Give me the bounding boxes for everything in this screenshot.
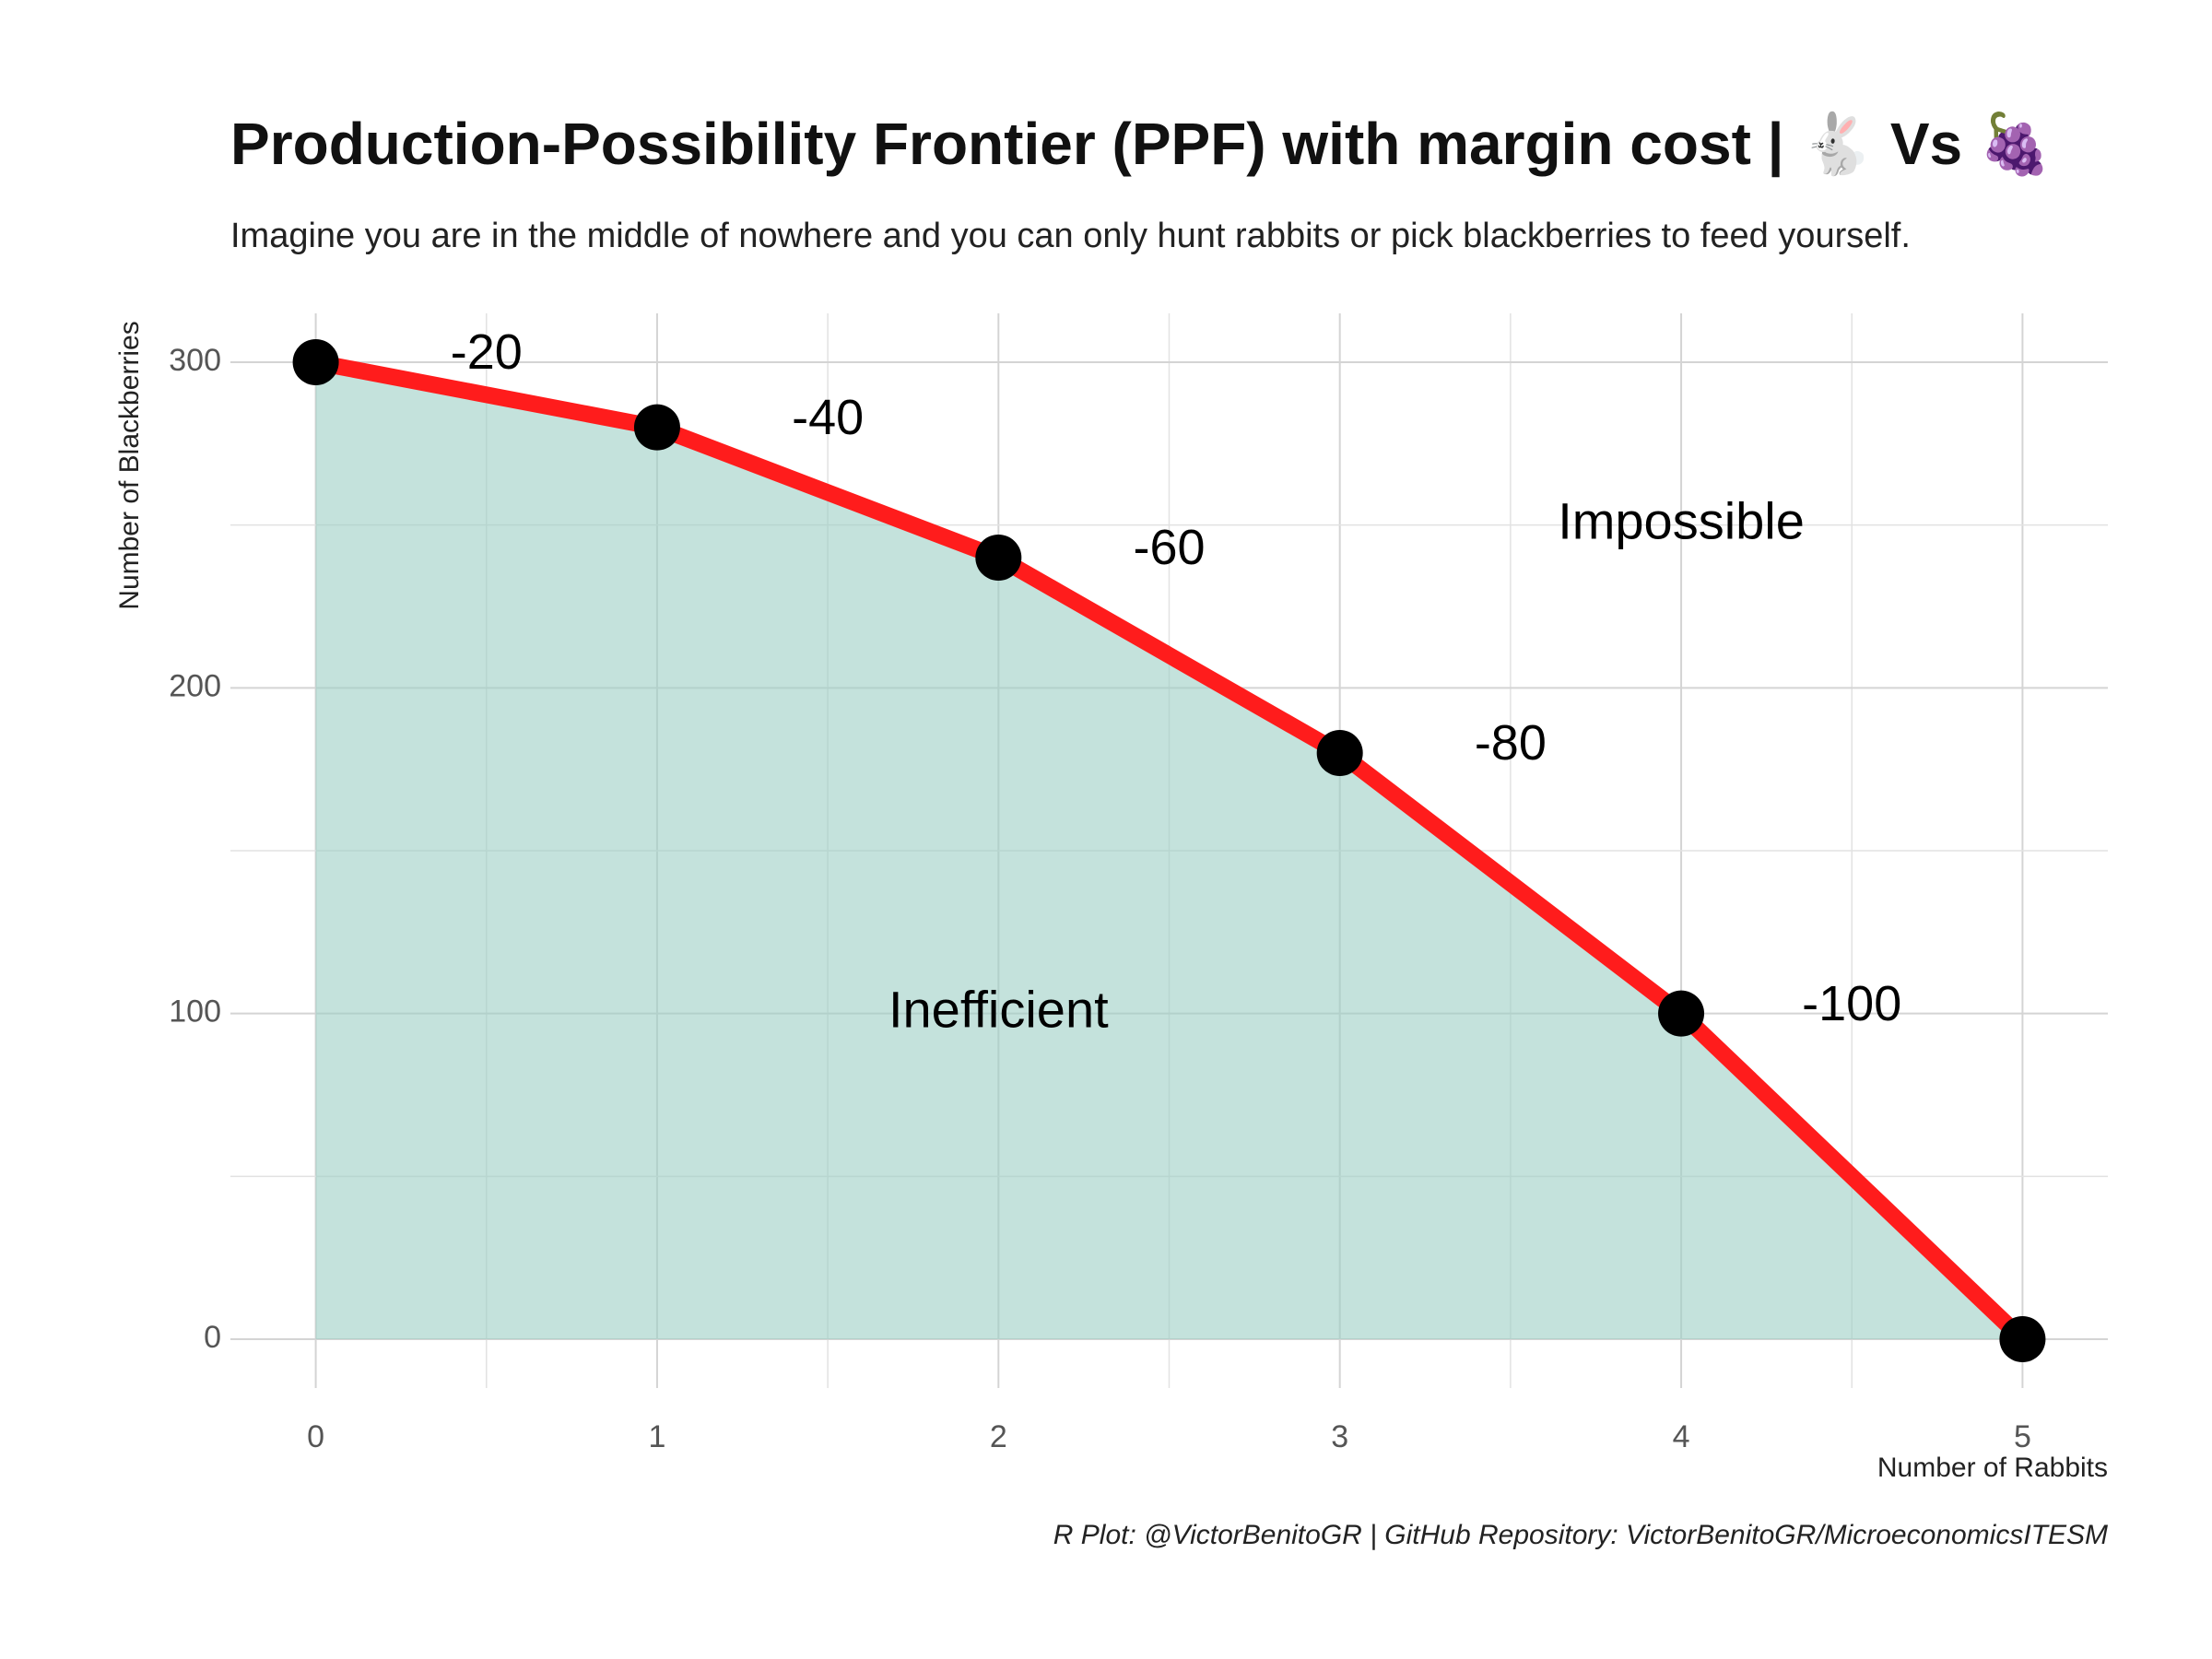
point-layer: [292, 339, 2046, 1362]
tick-layer: 0 1 2 3 4 5 0 100 200 300: [169, 343, 2031, 1454]
y-tick-label: 100: [169, 994, 221, 1030]
x-tick-label: 1: [648, 1419, 665, 1454]
x-axis-title: Number of Rabbits: [1877, 1453, 2108, 1483]
line-layer: [307, 354, 2031, 1347]
annotation-layer: -20 -40 -60 -80 -100 Inefficient Impossible: [451, 324, 1902, 1038]
marginal-cost-label: -40: [792, 390, 864, 445]
region-label: Inefficient: [888, 980, 1109, 1038]
data-point: [1999, 1316, 2046, 1362]
data-point: [633, 404, 680, 451]
y-tick-label: 300: [169, 343, 221, 378]
y-tick-label: 0: [204, 1320, 221, 1355]
marginal-cost-label: -100: [1802, 976, 1901, 1031]
area-layer: [315, 362, 2023, 1339]
y-axis-title: Number of Blackberries: [114, 321, 145, 609]
x-tick-label: 0: [307, 1419, 324, 1454]
chart-subtitle: Imagine you are in the middle of nowhere…: [230, 217, 1911, 255]
inefficient-area: [315, 362, 2023, 1339]
marginal-cost-label: -20: [451, 324, 523, 380]
chart-title: Production-Possibility Frontier (PPF) wi…: [230, 111, 2053, 179]
data-point: [292, 339, 339, 385]
region-label: Impossible: [1558, 491, 1805, 549]
y-tick-label: 200: [169, 668, 221, 703]
data-point: [1658, 990, 1705, 1037]
marginal-cost-label: -80: [1475, 715, 1547, 771]
marginal-cost-label: -60: [1133, 520, 1205, 575]
x-tick-label: 3: [1331, 1419, 1348, 1454]
data-point: [975, 535, 1022, 581]
x-tick-label: 4: [1673, 1419, 1690, 1454]
chart-caption: R Plot: @VictorBenitoGR | GitHub Reposit…: [1053, 1520, 2108, 1550]
ppf-line: [307, 354, 2031, 1347]
x-tick-label: 2: [990, 1419, 1007, 1454]
data-point: [1316, 730, 1363, 776]
x-tick-label: 5: [2014, 1419, 2031, 1454]
